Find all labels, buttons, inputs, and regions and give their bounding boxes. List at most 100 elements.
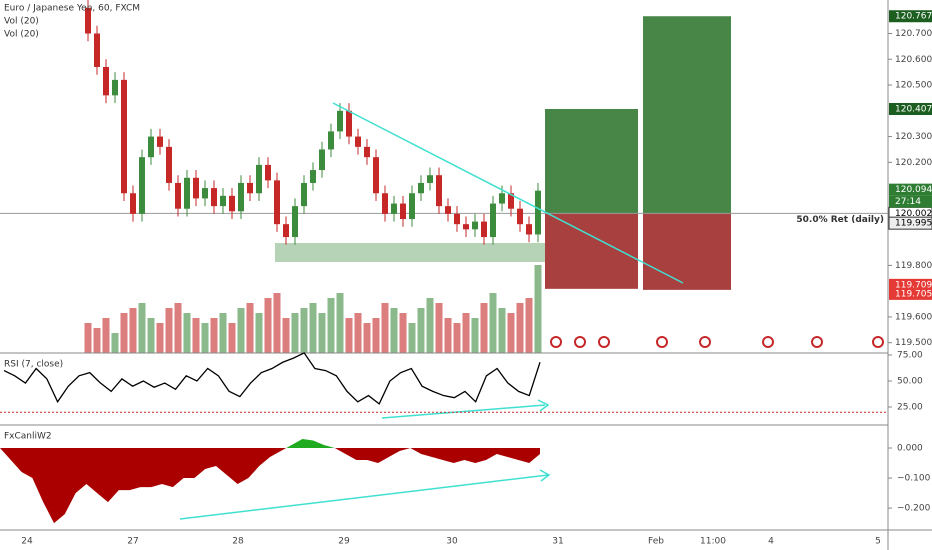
- candle-body: [472, 221, 478, 230]
- candle-body: [445, 206, 451, 214]
- annotation: 50.0% Ret (daily): [796, 215, 884, 225]
- volume-bar: [534, 265, 542, 353]
- volume-bar: [264, 298, 272, 353]
- price-label-box: [889, 278, 932, 291]
- candle-body: [418, 182, 424, 194]
- candle-body: [373, 157, 379, 194]
- volume-bar: [228, 323, 236, 353]
- volume-bar: [507, 313, 515, 353]
- candle-body: [409, 193, 415, 220]
- osc-area-negative: [0, 448, 540, 524]
- volume-bar: [111, 333, 119, 353]
- volume-bar: [219, 313, 227, 353]
- support-zone: [275, 243, 545, 262]
- candle-body: [526, 224, 532, 235]
- candle-body: [391, 203, 397, 214]
- y-tick-label: 119.500: [895, 338, 932, 348]
- candle-body: [166, 146, 172, 183]
- candle-body: [508, 193, 514, 209]
- y-tick-label: −0.100: [897, 474, 931, 484]
- osc-area-positive: [286, 439, 335, 448]
- candle-body: [328, 131, 334, 150]
- volume-bar: [102, 318, 110, 353]
- candle-body: [535, 190, 541, 235]
- volume-bar: [120, 313, 128, 353]
- volume-bar: [291, 313, 299, 353]
- candle-body: [229, 195, 235, 212]
- volume-bar: [399, 313, 407, 353]
- volume-bar: [471, 318, 479, 353]
- rsi-line: [3, 352, 541, 405]
- candle-body: [94, 33, 100, 67]
- arrow-head: [539, 469, 551, 482]
- volume-bar: [363, 323, 371, 353]
- candle-body: [139, 157, 145, 214]
- candle-body: [463, 224, 469, 230]
- volume-bar: [462, 313, 470, 353]
- x-tick-label: 28: [232, 537, 244, 547]
- candle-body: [301, 182, 307, 207]
- volume-bar: [345, 318, 353, 353]
- volume-bar: [156, 323, 164, 353]
- x-tick-label: 31: [552, 537, 563, 547]
- price-label: 120.002: [895, 209, 932, 219]
- candle-body: [364, 146, 370, 158]
- candle-body: [310, 170, 316, 183]
- candle-body: [283, 224, 289, 238]
- position-zone: [545, 213, 638, 289]
- countdown: 27:14: [895, 197, 921, 207]
- volume-bar: [444, 318, 452, 353]
- x-tick-label: 11:00: [700, 537, 726, 547]
- x-tick-label: 30: [446, 537, 458, 547]
- trend-line: [332, 102, 684, 284]
- candle-body: [517, 208, 523, 225]
- volume-bar: [489, 293, 497, 353]
- x-tick-label: 4: [768, 537, 774, 547]
- price-label-box: [889, 287, 932, 300]
- candle-body: [400, 203, 406, 220]
- y-tick-label: 0.000: [897, 444, 923, 454]
- candle-body: [292, 206, 298, 238]
- y-tick-label: 25.00: [897, 403, 923, 413]
- candle-body: [382, 193, 388, 214]
- candle-body: [319, 149, 325, 171]
- volume-bar: [516, 303, 524, 353]
- volume-bar: [282, 318, 290, 353]
- x-tick-label: 24: [21, 537, 33, 547]
- volume-bar: [408, 323, 416, 353]
- legend-entry: Vol (20): [4, 17, 39, 27]
- candle-body: [184, 177, 190, 209]
- volume-bar: [237, 308, 245, 353]
- candle-body: [274, 180, 280, 225]
- price-label-box: [889, 10, 932, 23]
- volume-bar: [435, 303, 443, 353]
- candle-body: [346, 110, 352, 137]
- position-zone: [545, 108, 638, 214]
- legend-entry: Vol (20): [4, 30, 39, 40]
- rsi-title: RSI (7, close): [4, 360, 63, 370]
- volume-bar: [525, 298, 533, 353]
- volume-bar: [327, 298, 335, 353]
- y-tick-label: 120.700: [895, 29, 932, 39]
- candle-body: [112, 79, 118, 96]
- candle-body: [481, 221, 487, 238]
- candle-body: [337, 110, 343, 132]
- volume-bar: [147, 318, 155, 353]
- price-label: 120.094: [895, 185, 932, 195]
- y-tick-label: −0.200: [897, 504, 931, 514]
- chart-title: Euro / Japanese Yen, 60, FXCM: [4, 4, 140, 14]
- arrow-head: [537, 399, 550, 412]
- candle-body: [454, 213, 460, 225]
- volume-bar: [93, 328, 101, 353]
- volume-bar: [255, 313, 263, 353]
- volume-bar: [498, 308, 506, 353]
- price-label: 119.709: [895, 280, 932, 290]
- candle-body: [85, 7, 91, 34]
- countdown-box: [889, 195, 932, 208]
- candle-body: [427, 175, 433, 183]
- volume-bar: [246, 303, 254, 353]
- candle-body: [355, 136, 361, 147]
- volume-bar: [129, 308, 137, 353]
- osc-title: FxCanliW2: [4, 432, 52, 442]
- candle-body: [157, 136, 163, 147]
